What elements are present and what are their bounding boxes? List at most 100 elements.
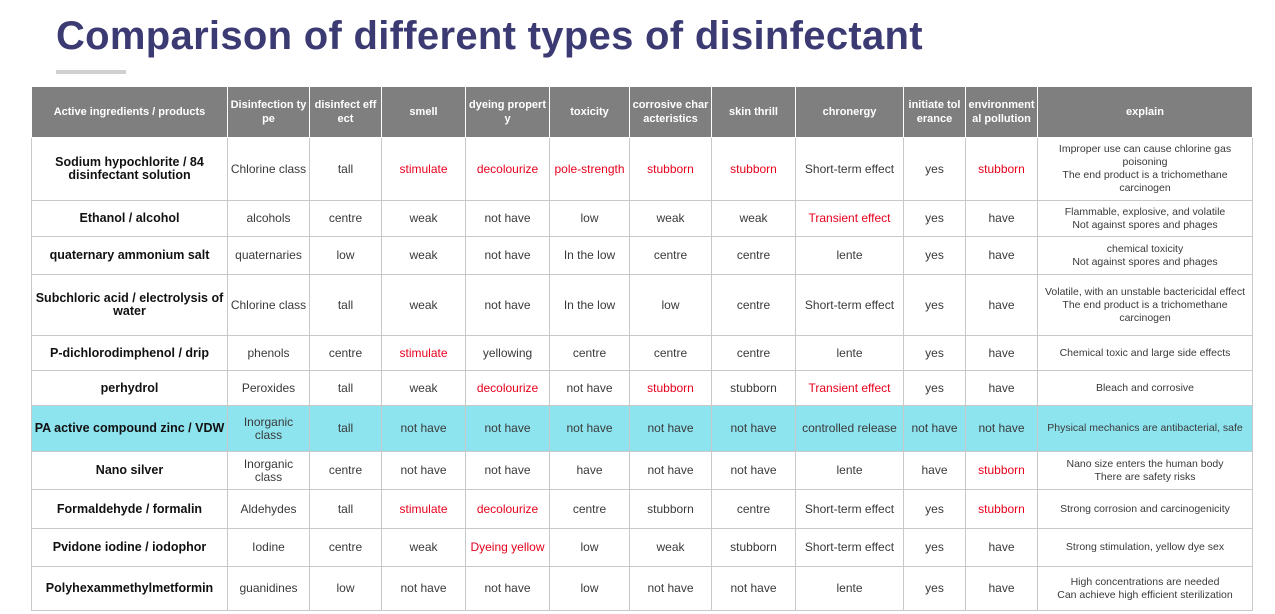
- skin-thrill: not have: [711, 451, 796, 490]
- environmental-pollution: have: [965, 528, 1038, 567]
- initiate-tolerance: yes: [903, 335, 966, 371]
- initiate-tolerance: have: [903, 451, 966, 490]
- disinfection-type: Peroxides: [227, 370, 310, 406]
- dyeing-property: not have: [465, 451, 550, 490]
- skin-thrill: stubborn: [711, 528, 796, 567]
- initiate-tolerance: not have: [903, 405, 966, 452]
- skin-thrill: stubborn: [711, 137, 796, 201]
- explain-cell: Physical mechanics are antibacterial, sa…: [1037, 405, 1253, 452]
- initiate-tolerance: yes: [903, 489, 966, 529]
- environmental-pollution: have: [965, 236, 1038, 275]
- product-name: Nano silver: [31, 451, 228, 490]
- header-type: Disinfection type: [227, 86, 310, 138]
- header-effect: disinfect effect: [309, 86, 382, 138]
- skin-thrill: weak: [711, 200, 796, 237]
- product-name: quaternary ammonium salt: [31, 236, 228, 275]
- skin-thrill: not have: [711, 566, 796, 611]
- explain-line: The end product is a trichomethane carci…: [1062, 298, 1228, 324]
- explain-line: Bleach and corrosive: [1095, 381, 1195, 394]
- product-name: P-dichlorodimphenol / drip: [31, 335, 228, 371]
- smell: stimulate: [381, 335, 466, 371]
- corrosive: weak: [629, 528, 712, 567]
- corrosive: stubborn: [629, 370, 712, 406]
- explain-line: Nano size enters the human body: [1066, 457, 1224, 470]
- header-smell: smell: [381, 86, 466, 138]
- skin-thrill: centre: [711, 236, 796, 275]
- explain-cell: Strong stimulation, yellow dye sex: [1037, 528, 1253, 567]
- header-tolerance: initiate tolerance: [903, 86, 966, 138]
- disinfect-effect: tall: [309, 405, 382, 452]
- explain-line: The end product is a trichomethane carci…: [1062, 169, 1228, 194]
- header-skin: skin thrill: [711, 86, 796, 138]
- toxicity: low: [549, 200, 630, 237]
- toxicity: centre: [549, 489, 630, 529]
- corrosive: low: [629, 274, 712, 336]
- header-environ: environmental pollution: [965, 86, 1038, 138]
- page-title: Comparison of different types of disinfe…: [56, 14, 923, 58]
- disinfect-effect: tall: [309, 274, 382, 336]
- dyeing-property: not have: [465, 274, 550, 336]
- table-row: Nano silver Inorganic class centre not h…: [31, 451, 1253, 490]
- explain-line: Strong corrosion and carcinogenicity: [1060, 502, 1230, 515]
- toxicity: In the low: [549, 236, 630, 275]
- disinfect-effect: tall: [309, 489, 382, 529]
- disinfection-type: Chlorine class: [227, 137, 310, 201]
- initiate-tolerance: yes: [903, 137, 966, 201]
- table-row: P-dichlorodimphenol / drip phenols centr…: [31, 335, 1253, 371]
- smell: weak: [381, 274, 466, 336]
- toxicity: centre: [549, 335, 630, 371]
- dyeing-property: not have: [465, 236, 550, 275]
- explain-line: Improper use can cause chlorine gas pois…: [1058, 143, 1232, 168]
- initiate-tolerance: yes: [903, 528, 966, 567]
- explain-cell: chemical toxicity Not against spores and …: [1037, 236, 1253, 275]
- corrosive: centre: [629, 236, 712, 275]
- disinfect-effect: tall: [309, 137, 382, 201]
- header-toxicity: toxicity: [549, 86, 630, 138]
- initiate-tolerance: yes: [903, 236, 966, 275]
- toxicity: In the low: [549, 274, 630, 336]
- dyeing-property: decolourize: [465, 370, 550, 406]
- toxicity: low: [549, 528, 630, 567]
- chronergy: lente: [795, 566, 904, 611]
- chronergy: Short-term effect: [795, 274, 904, 336]
- dyeing-property: yellowing: [465, 335, 550, 371]
- disinfect-effect: tall: [309, 370, 382, 406]
- skin-thrill: centre: [711, 274, 796, 336]
- product-name: perhydrol: [31, 370, 228, 406]
- table-row: Formaldehyde / formalin Aldehydes tall s…: [31, 489, 1253, 529]
- environmental-pollution: stubborn: [965, 137, 1038, 201]
- explain-line: chemical toxicity: [1106, 242, 1184, 255]
- skin-thrill: stubborn: [711, 370, 796, 406]
- header-active: Active ingredients / products: [31, 86, 228, 138]
- explain-line: Volatile, with an unstable bactericidal …: [1044, 285, 1245, 298]
- product-name: PA active compound zinc / VDW: [31, 405, 228, 452]
- corrosive: not have: [629, 451, 712, 490]
- explain-line: Strong stimulation, yellow dye sex: [1065, 541, 1225, 553]
- dyeing-property: not have: [465, 405, 550, 452]
- product-name: Formaldehyde / formalin: [31, 489, 228, 529]
- toxicity: not have: [549, 370, 630, 406]
- disinfect-effect: low: [309, 236, 382, 275]
- table-row: Subchloric acid / electrolysis of water …: [31, 274, 1253, 336]
- environmental-pollution: have: [965, 200, 1038, 237]
- dyeing-property: decolourize: [465, 489, 550, 529]
- disinfection-type: Inorganic class: [227, 451, 310, 490]
- disinfect-effect: low: [309, 566, 382, 611]
- dyeing-property: Dyeing yellow: [465, 528, 550, 567]
- smell: weak: [381, 528, 466, 567]
- corrosive: not have: [629, 405, 712, 452]
- smell: stimulate: [381, 137, 466, 201]
- environmental-pollution: have: [965, 274, 1038, 336]
- disinfection-type: Aldehydes: [227, 489, 310, 529]
- header-chronergy: chronergy: [795, 86, 904, 138]
- skin-thrill: centre: [711, 489, 796, 529]
- explain-cell: Bleach and corrosive: [1037, 370, 1253, 406]
- environmental-pollution: stubborn: [965, 489, 1038, 529]
- header-dyeing: dyeing property: [465, 86, 550, 138]
- skin-thrill: not have: [711, 405, 796, 452]
- chronergy: Short-term effect: [795, 528, 904, 567]
- explain-cell: Nano size enters the human body There are…: [1037, 451, 1253, 490]
- table-row: Pvidone iodine / iodophor Iodine centre …: [31, 528, 1253, 567]
- explain-cell: Strong corrosion and carcinogenicity: [1037, 489, 1253, 529]
- explain-line: Not against spores and phages: [1072, 218, 1218, 231]
